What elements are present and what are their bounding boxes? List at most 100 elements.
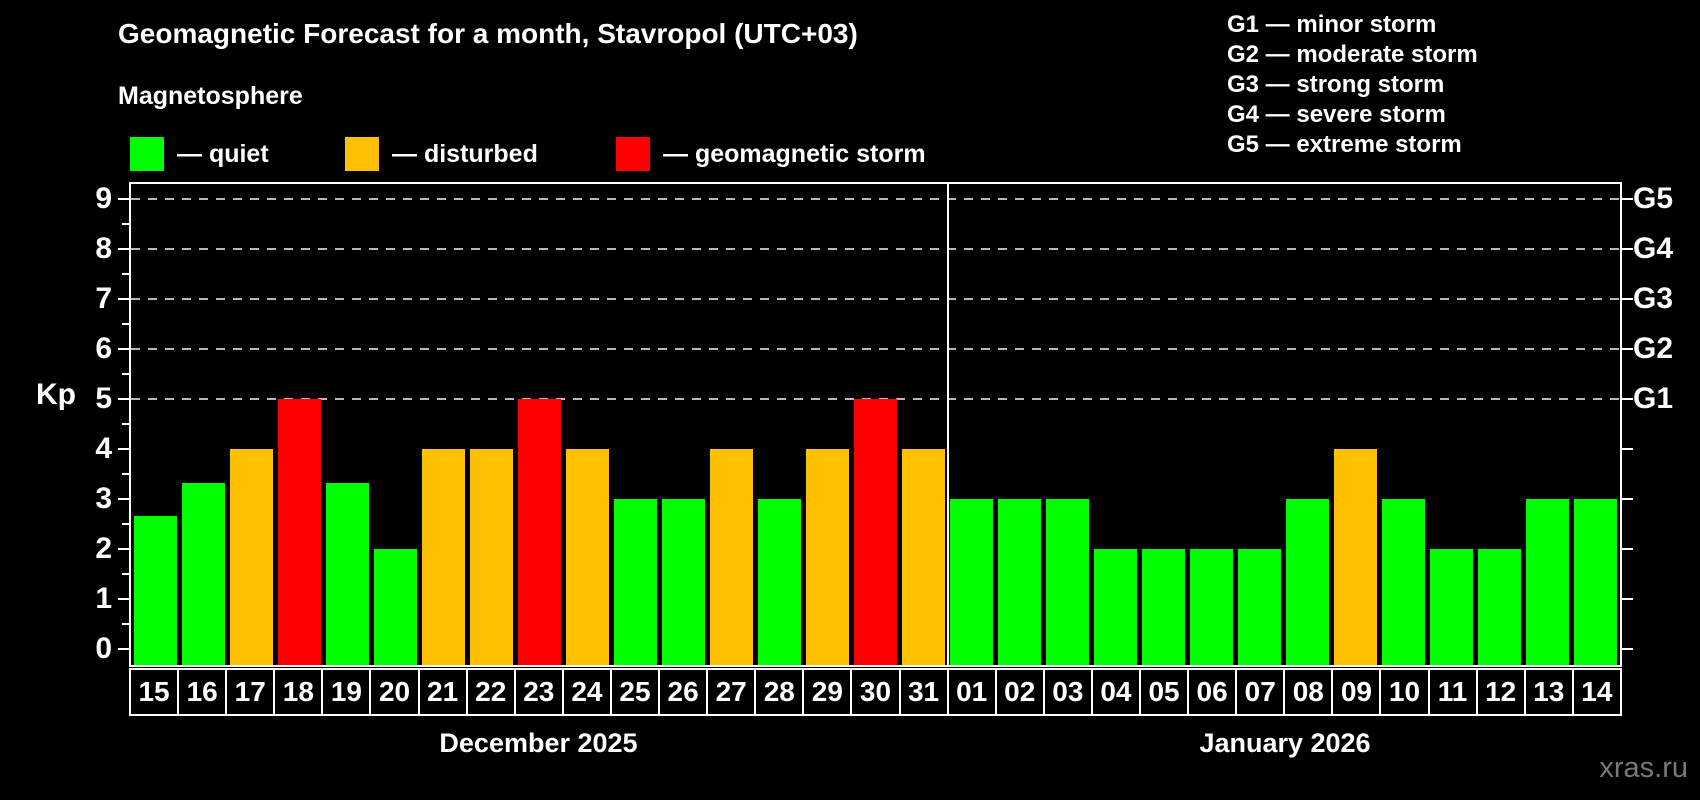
kp-bar-day-26 [661,499,705,665]
plot-area [118,182,1633,667]
quiet-label: — quiet [177,139,269,168]
g2-legend-line: G2 — moderate storm [1227,41,1478,68]
disturbed-color-swatch [345,137,379,171]
kp-bar-day-10 [1382,499,1426,665]
page-title: Geomagnetic Forecast for a month, Stavro… [118,18,858,49]
left-axis-minortick [122,623,129,625]
g4-legend-line: G4 — severe storm [1227,101,1446,128]
left-axis-minortick [122,373,129,375]
g5-legend-line: G5 — extreme storm [1227,131,1462,158]
kp-bar-day-15 [133,515,177,665]
day-label-22: 22 [465,668,516,716]
left-axis-tick-2 [118,548,129,550]
day-label-15: 15 [129,668,180,716]
g3-legend-line: G3 — strong storm [1227,71,1445,98]
kp-bar-day-02 [998,499,1042,665]
day-label-24: 24 [561,668,612,716]
left-axis-tick-1 [118,598,129,600]
day-label-20: 20 [369,668,420,716]
legend-item-quiet: — quiet [130,137,269,171]
g1-legend-line: G1 — minor storm [1227,11,1437,38]
y-axis-title: Kp [36,378,76,411]
day-label-13: 13 [1523,668,1574,716]
legend-item-disturbed: — disturbed [345,137,538,171]
day-label-01: 01 [946,668,997,716]
y-tick-label-5: 5 [95,382,112,415]
day-label-17: 17 [225,668,276,716]
kp-bar-day-01 [950,499,994,665]
gridline-kp9 [131,198,1620,200]
y-tick-label-6: 6 [95,332,112,365]
right-axis-tick-7 [1622,298,1633,300]
kp-bar-day-07 [1238,549,1282,665]
disturbed-label: — disturbed [392,139,538,168]
kp-bar-day-16 [181,482,225,665]
kp-bar-day-18 [277,399,321,665]
day-label-06: 06 [1187,668,1238,716]
kp-bar-day-19 [325,482,369,665]
kp-bar-day-20 [373,549,417,665]
g-axis-label-g1: G1 [1633,382,1674,415]
left-axis-minortick [122,573,129,575]
left-axis-minortick [122,523,129,525]
day-label-03: 03 [1042,668,1093,716]
left-axis-minortick [122,273,129,275]
day-label-08: 08 [1283,668,1334,716]
right-axis-tick-8 [1622,248,1633,250]
day-label-14: 14 [1571,668,1622,716]
right-axis-tick-9 [1622,198,1633,200]
left-axis-tick-9 [118,198,129,200]
kp-bar-day-25 [613,499,657,665]
left-axis-minortick [122,473,129,475]
day-label-02: 02 [994,668,1045,716]
left-axis-tick-0 [118,648,129,650]
g-axis-label-g4: G4 [1633,232,1674,265]
kp-bar-day-12 [1478,549,1522,665]
day-label-09: 09 [1331,668,1382,716]
g-axis-label-g2: G2 [1633,332,1674,365]
kp-bar-day-08 [1286,499,1330,665]
storm-color-swatch [616,137,650,171]
day-label-28: 28 [754,668,805,716]
day-label-25: 25 [609,668,661,716]
g-axis-label-g3: G3 [1633,282,1674,315]
left-axis-minortick [122,223,129,225]
day-label-30: 30 [850,668,901,716]
y-tick-label-1: 1 [95,582,112,615]
magnetosphere-label: Magnetosphere [118,82,303,110]
day-label-11: 11 [1427,668,1478,716]
day-label-10: 10 [1379,668,1430,716]
day-label-16: 16 [177,668,228,716]
day-label-row: 15 16 17 18 19 20 21 22 23 24 25 26 27 28 29 30 31 01 02 03… [129,668,1622,716]
right-axis-tick-5 [1622,398,1633,400]
kp-bar-day-03 [1046,499,1090,665]
legend-item-storm: — geomagnetic storm [616,137,926,171]
y-tick-label-2: 2 [95,532,112,565]
kp-bar-day-06 [1190,549,1234,665]
storm-label: — geomagnetic storm [663,139,926,168]
gridline-kp6 [131,348,1620,350]
kp-bar-day-09 [1334,449,1378,665]
day-label-07: 07 [1235,668,1286,716]
kp-bar-day-04 [1094,549,1138,665]
gridline-kp7 [131,298,1620,300]
day-label-18: 18 [273,668,324,716]
day-label-21: 21 [417,668,468,716]
kp-bar-day-28 [757,499,801,665]
y-tick-label-7: 7 [95,282,112,315]
right-axis-tick-4 [1622,448,1633,450]
day-label-27: 27 [706,668,757,716]
kp-bar-day-17 [229,449,273,665]
day-label-26: 26 [658,668,709,716]
kp-bar-day-27 [709,449,753,665]
right-axis-tick-3 [1622,498,1633,500]
kp-bar-day-14 [1574,499,1618,665]
day-label-12: 12 [1475,668,1526,716]
month-label-december: December 2025 [439,728,638,758]
right-axis-tick-0 [1622,648,1633,650]
day-label-23: 23 [513,668,564,716]
kp-bar-day-24 [565,449,609,665]
right-axis-tick-2 [1622,548,1633,550]
kp-bar-day-23 [517,399,561,665]
